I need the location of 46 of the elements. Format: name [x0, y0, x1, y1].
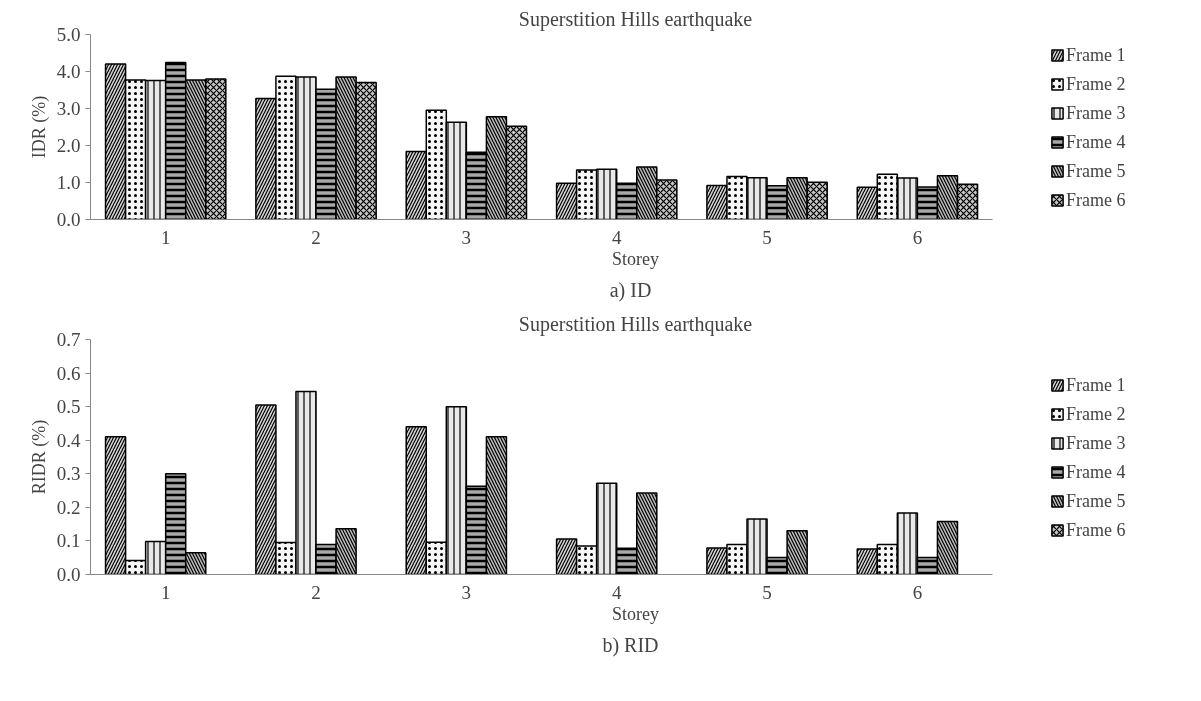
x-tick-label: 1	[160, 581, 171, 603]
y-tick-label: 3.0	[56, 98, 81, 119]
x-tick-label: 4	[611, 226, 622, 248]
legend-label: Frame 2	[1066, 73, 1126, 95]
text: b) RID	[602, 633, 659, 657]
x-tick-label: 2	[311, 226, 321, 248]
y-tick-label: 0.4	[56, 429, 81, 451]
y-tick-label: 4.0	[56, 61, 81, 82]
x-tick-label: 1	[160, 226, 171, 248]
legend-label: Frame 2	[1066, 403, 1126, 425]
legend-label: Frame 1	[1066, 374, 1126, 396]
x-tick-label: 5	[762, 226, 772, 248]
chart-title: Superstition Hills earthquake	[518, 7, 753, 31]
y-tick-label: 0.0	[56, 209, 81, 230]
legend-label: Frame 3	[1066, 432, 1126, 454]
legend-label: Frame 6	[1066, 519, 1126, 541]
y-axis-title: IDR (%)	[28, 95, 50, 159]
legend-label: Frame 5	[1066, 160, 1126, 182]
x-tick-label: 6	[912, 581, 923, 603]
legend-label: Frame 3	[1066, 102, 1126, 124]
x-tick-label: 5	[762, 581, 772, 603]
y-tick-label: 0.1	[56, 530, 81, 552]
y-tick-label: 0.3	[56, 463, 81, 485]
legend-label: Frame 4	[1066, 131, 1126, 153]
y-tick-label: 2.0	[56, 135, 81, 156]
y-tick-label: 0.5	[56, 396, 81, 418]
y-axis-title: RIDR (%)	[28, 419, 50, 495]
legend-label: Frame 5	[1066, 490, 1126, 512]
y-tick-label: 0.7	[56, 329, 81, 350]
y-tick-label: 5.0	[56, 24, 81, 45]
y-tick-label: 1.0	[56, 172, 81, 193]
y-tick-label: 0.6	[56, 362, 81, 384]
x-tick-label: 2	[311, 581, 321, 603]
x-axis-title: Storey	[612, 248, 659, 269]
legend-label: Frame 1	[1066, 44, 1126, 66]
x-tick-label: 6	[912, 226, 923, 248]
x-tick-label: 3	[461, 226, 472, 248]
x-tick-label: 4	[611, 581, 622, 603]
legend-label: Frame 4	[1066, 461, 1126, 483]
x-axis-title: Storey	[612, 603, 659, 624]
y-tick-label: 0.0	[56, 564, 81, 585]
x-tick-label: 3	[461, 581, 472, 603]
text: a) ID	[609, 278, 652, 302]
y-tick-label: 0.2	[56, 496, 81, 518]
legend-label: Frame 6	[1066, 189, 1126, 211]
chart-title: Superstition Hills earthquake	[518, 312, 753, 336]
